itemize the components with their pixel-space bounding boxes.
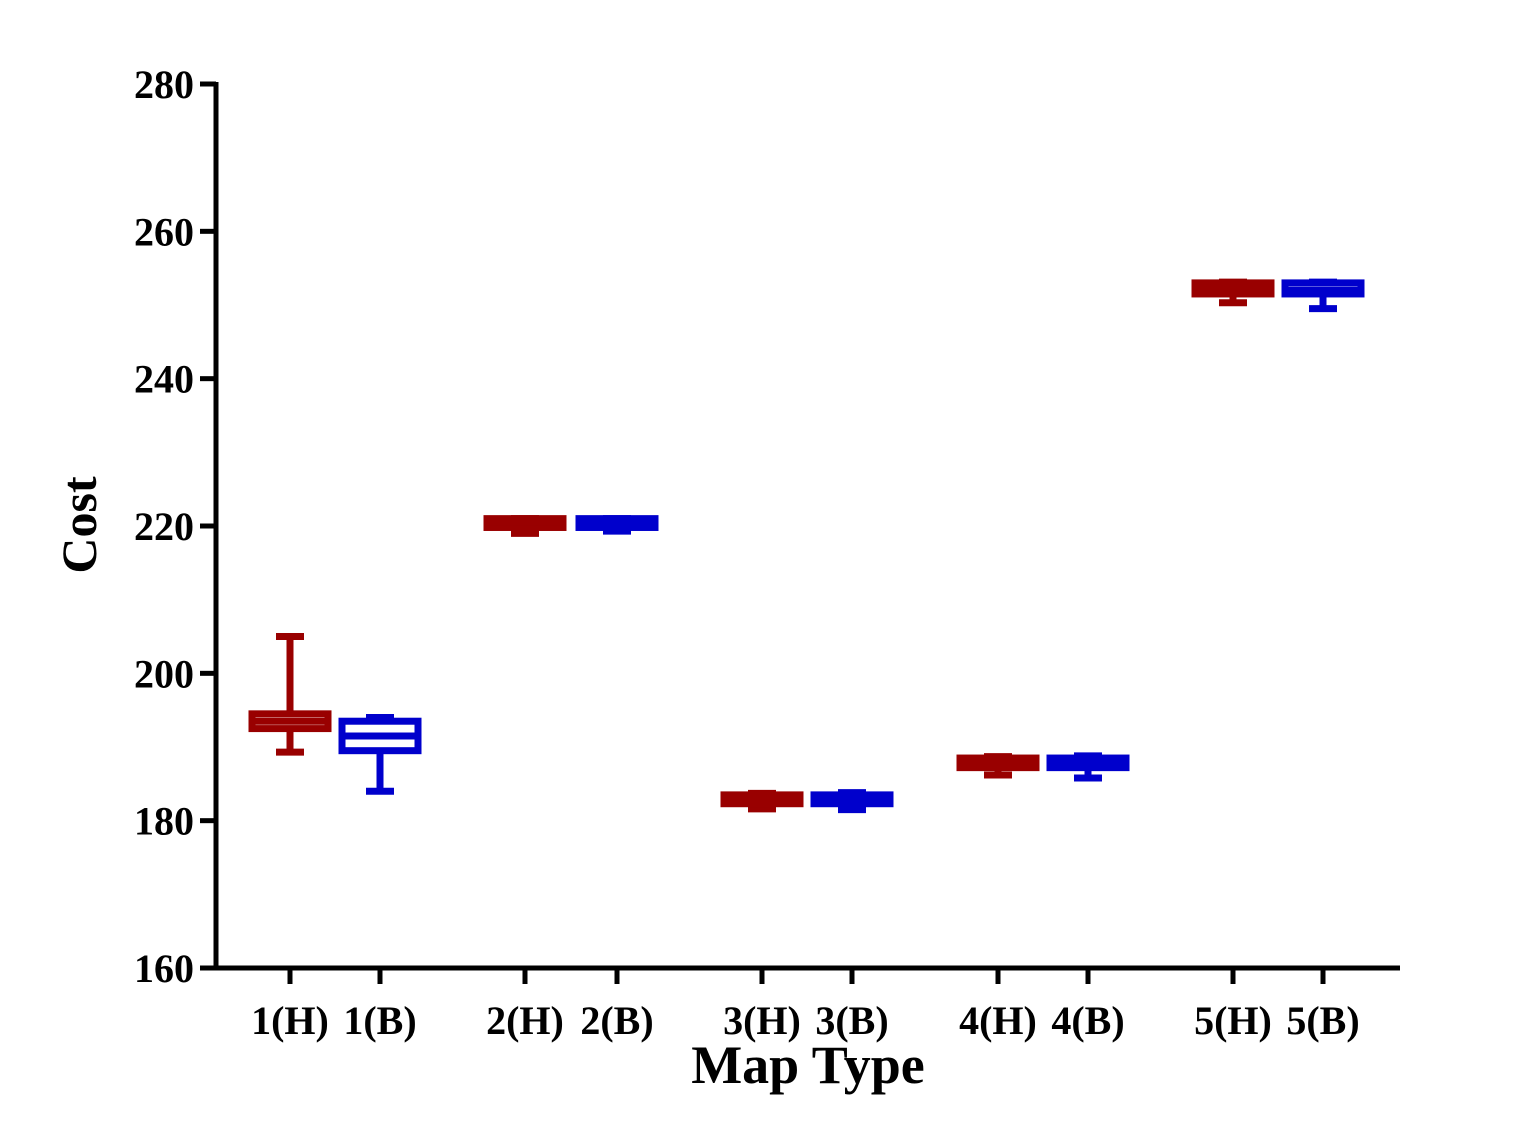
box-1(B) [338,714,422,795]
x-tick-label: 5(H) [1194,998,1272,1043]
x-tick-label: 2(H) [486,998,564,1043]
x-tick-label: 3(B) [815,998,888,1043]
x-tick-label: 5(B) [1286,998,1359,1043]
y-tick-label: 220 [134,504,194,549]
box-2(B) [575,515,659,535]
box-2(H) [483,515,567,537]
y-tick-label: 180 [134,799,194,844]
box-4(B) [1046,752,1130,782]
box-3(B) [810,789,894,814]
x-tick-label: 2(B) [580,998,653,1043]
x-axis-title: Map Type [691,1035,925,1095]
box-4(H) [956,753,1040,779]
y-tick-label: 260 [134,209,194,254]
box-1(H) [248,633,332,756]
box-3(H) [720,789,804,813]
x-tick-label: 1(H) [251,998,329,1043]
axes: 160 180 200 220 240 260 280 1(H) 1(B) 2(H) 2(B) 3(H… [134,62,1400,1043]
x-tick-label: 1(B) [343,998,416,1043]
boxes [248,278,1365,814]
x-tick-label: 3(H) [723,998,801,1043]
box-5(H) [1191,278,1275,307]
y-axis-title: Cost [51,476,107,574]
x-tick-label: 4(H) [959,998,1037,1043]
box-5(B) [1281,278,1365,313]
y-tick-label: 240 [134,357,194,402]
x-tick-label: 4(B) [1051,998,1124,1043]
y-tick-label: 160 [134,946,194,991]
labels: Cost Map Type [51,476,925,1095]
y-tick-label: 200 [134,651,194,696]
y-tick-label: 280 [134,62,194,107]
